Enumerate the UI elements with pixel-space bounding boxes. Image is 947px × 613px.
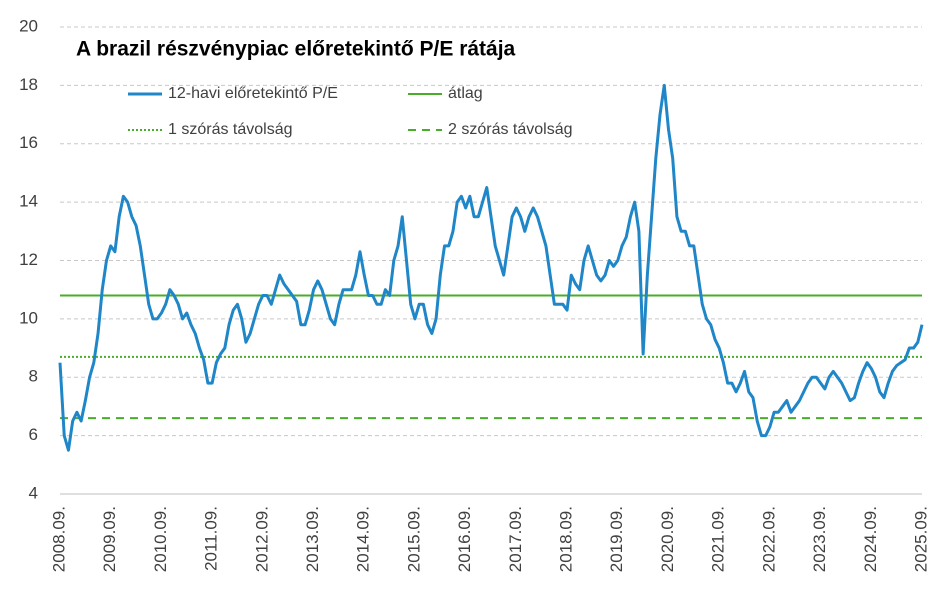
x-tick-label: 2022.09. — [759, 506, 778, 572]
x-tick-label: 2016.09. — [455, 506, 474, 572]
y-tick-label: 6 — [29, 425, 38, 444]
y-tick-label: 20 — [19, 16, 38, 35]
x-tick-label: 2019.09. — [607, 506, 626, 572]
x-tick-label: 2017.09. — [506, 506, 525, 572]
y-tick-label: 8 — [29, 367, 38, 386]
x-tick-label: 2023.09. — [810, 506, 829, 572]
x-tick-label: 2025.09. — [911, 506, 930, 572]
x-tick-label: 2011.09. — [202, 506, 221, 571]
x-tick-label: 2009.09. — [100, 506, 119, 572]
y-tick-label: 14 — [19, 192, 38, 211]
y-tick-label: 10 — [19, 308, 38, 327]
chart-title: A brazil részvénypiac előretekintő P/E r… — [76, 38, 516, 61]
x-tick-label: 2012.09. — [252, 506, 271, 572]
data-line — [58, 83, 924, 452]
x-tick-label: 2024.09. — [861, 506, 880, 572]
y-tick-label: 4 — [29, 483, 38, 502]
y-tick-label: 12 — [19, 250, 38, 269]
y-tick-label: 18 — [19, 75, 38, 94]
x-tick-label: 2013.09. — [303, 506, 322, 572]
x-tick-label: 2008.09. — [49, 506, 68, 572]
legend-label: 12-havi előretekintő P/E — [168, 85, 338, 102]
x-tick-label: 2010.09. — [151, 506, 170, 572]
x-tick-label: 2021.09. — [709, 506, 728, 572]
legend-label: átlag — [448, 85, 483, 102]
plot: 4 6 8 10 12 14 16 18 20 2008.09. 2009.09. 2010.09. 2… — [19, 16, 930, 572]
y-tick-label: 16 — [19, 133, 38, 152]
x-tick-label: 2018.09. — [557, 506, 576, 572]
legend-label: 1 szórás távolság — [168, 121, 293, 138]
x-tick-label: 2020.09. — [658, 506, 677, 572]
legend-label: 2 szórás távolság — [448, 121, 573, 138]
x-tick-label: 2014.09. — [354, 506, 373, 572]
x-tick-label: 2015.09. — [404, 506, 423, 572]
